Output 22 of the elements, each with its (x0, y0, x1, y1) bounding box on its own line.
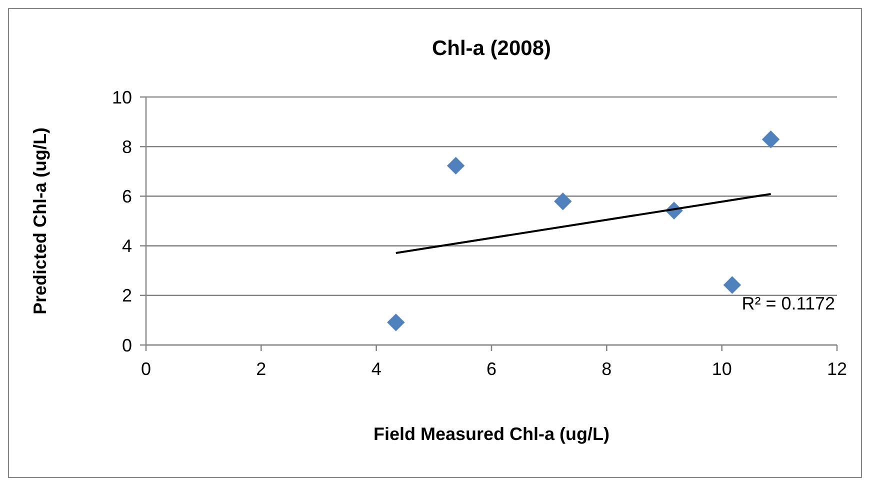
x-tick-label: 0 (140, 359, 152, 379)
x-tick-label: 12 (826, 359, 848, 379)
point (387, 314, 405, 332)
y-tick-label: 6 (122, 186, 132, 206)
y-tick-label: 2 (122, 286, 132, 306)
annotation: R² = 0.1172 (742, 293, 835, 314)
point (554, 192, 572, 210)
y-tick-label: 0 (122, 335, 132, 356)
x-tick-label: 10 (712, 359, 732, 379)
x-tick-label: 4 (371, 359, 382, 379)
x-tick-label: 2 (256, 359, 266, 379)
point (446, 156, 465, 175)
chart-title: Chl-a (2008) (432, 37, 552, 60)
y-tick-label: 8 (122, 136, 132, 157)
x-axis-title: Field Measured Chl-a (ug/L) (373, 424, 610, 444)
y-tick-label: 10 (112, 87, 132, 108)
x-tick-label: 8 (602, 359, 612, 379)
y-tick-label: 4 (122, 236, 132, 256)
point (723, 276, 742, 294)
x-tick-label: 6 (486, 359, 497, 379)
point (762, 130, 780, 148)
y-axis-title: Predicted Chl-a (ug/L) (30, 127, 50, 315)
